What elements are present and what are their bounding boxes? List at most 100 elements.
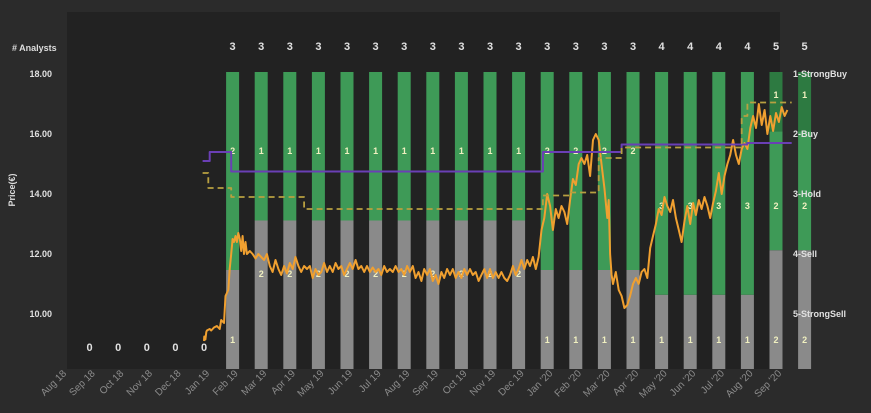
rating-segment-label: 1 [573,335,578,345]
rating-segment-label: 1 [545,335,550,345]
rating-segment-label: 1 [316,146,321,156]
y-tick-label: 18.00 [29,69,52,79]
rating-segment-label: 2 [230,146,235,156]
plot-area [67,12,780,369]
rating-segment-label: 1 [230,335,235,345]
rating-segment [540,270,554,369]
rating-segment [569,72,583,270]
analyst-count: 5 [773,41,779,53]
rating-segment [683,294,697,369]
rating-segment-label: 1 [630,335,635,345]
analyst-count: 4 [716,41,723,53]
rating-segment [426,220,440,369]
rating-segment-label: 3 [688,201,693,211]
analyst-count: 3 [573,41,579,53]
rating-segment-label: 1 [602,335,607,345]
rating-segment [597,270,611,369]
analyst-count: 4 [687,41,694,53]
rating-segment-label: 3 [659,201,664,211]
rating-segment-label: 1 [802,90,807,100]
rating-segment [512,220,526,369]
analyst-count: 3 [630,41,636,53]
analyst-count: 3 [601,41,607,53]
analyst-count: 3 [458,41,464,53]
analyst-count: 3 [516,41,522,53]
rating-segment-label: 2 [773,335,778,345]
rating-segment [798,72,812,132]
rating-segment [254,72,268,221]
rating-segment-label: 2 [802,201,807,211]
rating-segment-label: 1 [259,146,264,156]
rating-segment [655,294,669,369]
rating-segment-label: 3 [745,201,750,211]
rating-segment [426,72,440,221]
rating-segment [712,72,726,295]
series-line [202,101,792,210]
rating-segment-label: 2 [430,269,435,279]
rating-segment [340,220,354,369]
series-line [203,103,789,342]
rating-segment [397,220,411,369]
rating-segment [226,270,240,369]
rating-segment-label: 2 [516,269,521,279]
rating-label: 4-Sell [793,249,817,259]
analyst-count: 3 [373,41,379,53]
rating-segment [798,131,812,251]
analyst-count: 3 [315,41,321,53]
analyst-count: 3 [344,41,350,53]
rating-segment-label: 1 [459,146,464,156]
rating-segment [569,270,583,369]
rating-segment-label: 1 [287,146,292,156]
rating-segment [311,72,325,221]
rating-segment [369,220,383,369]
rating-segment-label: 1 [516,146,521,156]
rating-axis: 1-StrongBuy 2-Buy 3-Hold 4-Sell 5-StrongSell [793,69,847,319]
rating-segment-label: 1 [373,146,378,156]
rating-segment-label: 3 [716,201,721,211]
rating-bars [226,72,812,369]
rating-segment [798,250,812,369]
rating-segment [483,72,497,221]
rating-label: 5-StrongSell [793,309,846,319]
rating-label: 2-Buy [793,129,818,139]
rating-segment [254,220,268,369]
rating-segment [311,220,325,369]
analyst-count: 5 [802,41,808,53]
rating-segment-label: 2 [259,269,264,279]
y-tick-label: 12.00 [29,249,52,259]
rating-segment [454,220,468,369]
rating-segment [512,72,526,221]
rating-segment-label: 2 [373,269,378,279]
rating-segment-label: 1 [688,335,693,345]
rating-segment-label: 2 [459,269,464,279]
rating-segment [597,72,611,270]
rating-segment [397,72,411,221]
analyst-count: 0 [144,342,150,354]
analyst-count: 3 [258,41,264,53]
rating-segment-label: 1 [344,146,349,156]
rating-segment-label: 2 [287,269,292,279]
analyst-count: 4 [744,41,751,53]
rating-segment [769,250,783,369]
rating-segment-label: 1 [659,335,664,345]
y-axis-label: Price(€) [7,173,17,206]
analysts-header: # Analysts [12,43,57,53]
rating-segment-label: 1 [487,146,492,156]
rating-segment-label: 1 [716,335,721,345]
rating-segment [683,72,697,295]
rating-segment-label: 2 [487,269,492,279]
rating-segment [454,72,468,221]
analyst-count: 0 [201,342,207,354]
analyst-count: 3 [430,41,436,53]
rating-segment-label: 1 [773,90,778,100]
rating-segment [340,72,354,221]
analyst-count: 0 [115,342,121,354]
series-line [202,142,792,173]
analyst-count: 3 [401,41,407,53]
analyst-count: 3 [287,41,293,53]
analyst-count: 0 [87,342,93,354]
price-lines [202,101,792,342]
rating-segment-label: 2 [344,269,349,279]
y-tick-label: 10.00 [29,309,52,319]
